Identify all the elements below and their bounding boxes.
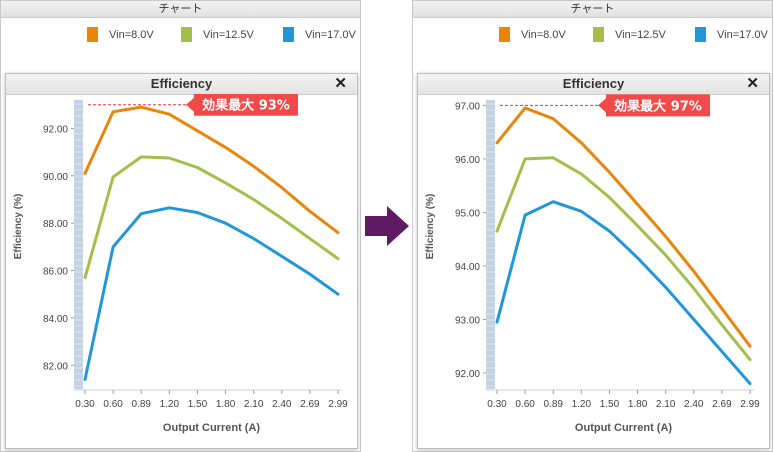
close-icon[interactable]: ✕ — [746, 75, 759, 92]
y-tick-label: 88.00 — [43, 219, 68, 230]
x-tick-label: 2.40 — [684, 399, 704, 410]
x-axis-title: Output Current (A) — [575, 422, 672, 434]
y-tick-label: 82.00 — [43, 361, 68, 372]
legend-swatch — [593, 27, 604, 42]
x-tick-label: 2.10 — [244, 399, 264, 410]
efficiency-line-chart: 82.00 84.00 86.00 88.00 90.00 92.00 0.30 0.60 0.… — [13, 94, 348, 434]
axis-band — [486, 100, 495, 389]
legend-label: Vin=8.0V — [521, 28, 566, 41]
y-tick-label: 93.00 — [455, 315, 480, 326]
x-tick-label: 2.69 — [300, 399, 320, 410]
y-tick-label: 92.00 — [43, 124, 68, 135]
y-axis-title: Efficiency (%) — [425, 194, 436, 260]
y-tick-label: 97.00 — [455, 101, 480, 112]
x-tick-label: 1.50 — [600, 399, 620, 410]
series-line — [495, 200, 752, 386]
y-tick-label: 86.00 — [43, 267, 68, 278]
legend: Vin=8.0V Vin=12.5V Vin=17.0V — [1, 27, 360, 45]
legend-swatch — [283, 27, 294, 42]
series-line — [495, 106, 752, 348]
callout-box — [194, 94, 298, 116]
y-tick-label: 84.00 — [43, 314, 68, 325]
legend-item-vin-17v[interactable]: Vin=17.0V — [695, 27, 768, 42]
axis-band — [74, 100, 83, 389]
chart-window-header: Efficiency ✕ — [6, 74, 357, 95]
legend-swatch — [499, 27, 510, 42]
legend: Vin=8.0V Vin=12.5V Vin=17.0V — [413, 27, 772, 45]
close-icon[interactable]: ✕ — [334, 75, 347, 92]
legend-swatch — [181, 27, 192, 42]
x-tick-label: 2.69 — [712, 399, 732, 410]
panel-title: チャート — [413, 1, 772, 18]
x-tick-label: 2.99 — [740, 399, 760, 410]
y-tick-label: 90.00 — [43, 172, 68, 183]
legend-item-vin-12-5v[interactable]: Vin=12.5V — [181, 27, 254, 42]
legend-label: Vin=8.0V — [109, 28, 154, 41]
x-tick-label: 0.89 — [131, 399, 151, 410]
x-tick-label: 0.30 — [487, 399, 507, 410]
x-tick-label: 2.10 — [656, 399, 676, 410]
panel-title: チャート — [1, 1, 360, 18]
x-tick-label: 0.60 — [515, 399, 535, 410]
x-tick-label: 1.20 — [572, 399, 592, 410]
x-tick-label: 0.89 — [543, 399, 563, 410]
series-line — [495, 156, 752, 362]
y-tick-label: 96.00 — [455, 155, 480, 166]
chart-window-header: Efficiency ✕ — [418, 74, 769, 95]
legend-label: Vin=17.0V — [305, 28, 356, 41]
legend-label: Vin=12.5V — [203, 28, 254, 41]
legend-item-vin-8v[interactable]: Vin=8.0V — [87, 27, 154, 42]
legend-label: Vin=12.5V — [615, 28, 666, 41]
series-line — [83, 155, 340, 280]
x-tick-label: 0.60 — [103, 399, 123, 410]
callout-label: 効果最大 97% — [614, 98, 702, 114]
y-axis-title: Efficiency (%) — [13, 194, 24, 260]
x-axis-title: Output Current (A) — [163, 422, 260, 434]
x-tick-label: 1.80 — [216, 399, 236, 410]
callout-pointer — [598, 98, 606, 113]
legend-item-vin-8v[interactable]: Vin=8.0V — [499, 27, 566, 42]
x-tick-label: 1.20 — [160, 399, 180, 410]
y-tick-label: 92.00 — [455, 369, 480, 380]
y-tick-label: 94.00 — [455, 262, 480, 273]
legend-item-vin-12-5v[interactable]: Vin=12.5V — [593, 27, 666, 42]
chart-panel-right: チャート Vin=8.0V Vin=12.5V Vin=17.0V Effici… — [412, 0, 773, 452]
x-tick-label: 2.99 — [328, 399, 348, 410]
x-tick-label: 1.50 — [188, 399, 208, 410]
chart-panel-left: チャート Vin=8.0V Vin=12.5V Vin=17.0V Effici… — [0, 0, 361, 452]
series-line — [83, 206, 340, 381]
legend-swatch — [695, 27, 706, 42]
legend-label: Vin=17.0V — [717, 28, 768, 41]
efficiency-chart-window: Efficiency ✕ 82.00 84.00 86.00 88.00 90.00 92… — [5, 73, 358, 449]
callout-label: 効果最大 93% — [202, 98, 290, 114]
x-tick-label: 2.40 — [272, 399, 292, 410]
series-line — [83, 105, 340, 235]
efficiency-line-chart: 92.00 93.00 94.00 95.00 96.00 97.00 0.30 0.60 0.… — [425, 94, 760, 434]
x-tick-label: 1.80 — [628, 399, 648, 410]
y-tick-label: 95.00 — [455, 208, 480, 219]
chart-window-title: Efficiency — [150, 76, 213, 91]
legend-item-vin-17v[interactable]: Vin=17.0V — [283, 27, 356, 42]
callout-pointer — [186, 97, 194, 112]
legend-swatch — [87, 27, 98, 42]
efficiency-chart-window: Efficiency ✕ 92.00 93.00 94.00 95.00 96.00 97… — [417, 73, 770, 449]
callout-box — [606, 94, 710, 117]
x-tick-label: 0.30 — [75, 399, 95, 410]
arrow-right-icon — [365, 206, 409, 246]
chart-window-title: Efficiency — [562, 76, 625, 91]
